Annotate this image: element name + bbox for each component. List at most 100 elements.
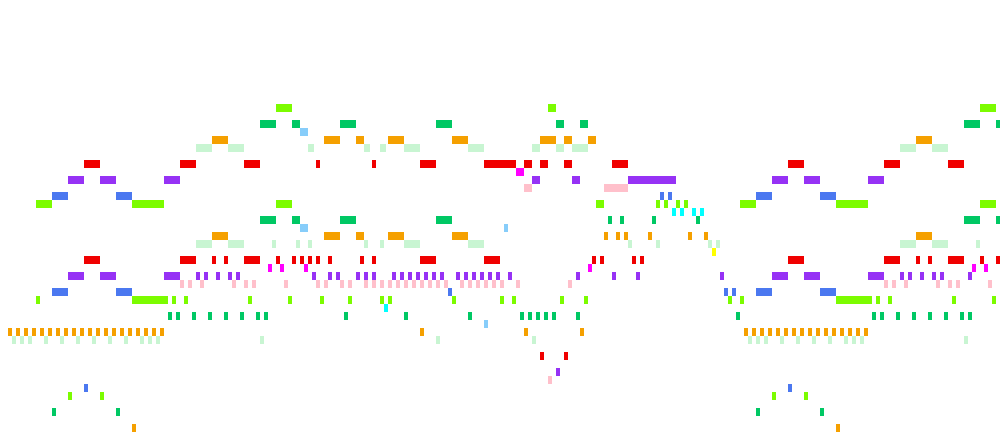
note-block [712,248,716,256]
note-block [228,272,232,280]
note-block [804,392,808,400]
note-block [388,296,392,304]
note-block [288,296,292,304]
note-block [632,256,636,264]
note-block [716,240,720,248]
note-block [316,160,320,168]
note-block [980,256,984,264]
note-block [192,312,196,320]
note-block [948,160,964,168]
note-block [196,240,212,248]
note-block [380,296,384,304]
note-block [500,296,504,304]
note-block [988,280,992,288]
note-block [764,336,768,344]
note-block [548,376,552,384]
note-block [148,336,152,344]
note-block [960,312,964,320]
note-block [980,200,996,208]
note-block [44,336,48,344]
note-block [756,192,772,200]
note-block [920,272,924,280]
note-block [280,264,284,272]
note-block [172,296,176,304]
note-block [96,328,100,336]
note-block [324,280,328,288]
note-block [468,144,484,152]
note-block [552,312,556,320]
note-block [756,336,760,344]
note-block [628,176,676,184]
note-block [476,280,480,288]
note-block [224,256,228,264]
note-block [608,216,612,224]
note-block [416,272,420,280]
note-block [504,224,508,232]
note-block [776,328,780,336]
note-block [900,144,916,152]
note-block [928,312,932,320]
note-block [500,280,504,288]
note-block [916,256,920,264]
note-block [876,296,880,304]
note-block [100,272,116,280]
note-block [756,408,760,416]
note-block [880,312,884,320]
note-block [788,384,792,392]
note-block [56,328,60,336]
note-block [820,288,836,296]
note-block [212,256,216,264]
note-block [848,328,852,336]
note-block [308,256,312,264]
note-block [228,144,244,152]
note-block [372,280,376,288]
note-block [300,256,304,264]
note-block [932,240,948,248]
note-block [324,232,340,240]
note-block [84,384,88,392]
note-block [536,312,540,320]
note-block [768,328,772,336]
note-block [868,272,884,280]
note-block [996,216,1000,224]
note-block [388,280,392,288]
note-block [684,200,688,208]
note-block [484,256,500,264]
note-block [948,280,952,288]
note-block [564,352,568,360]
note-block [996,120,1000,128]
note-block [20,336,24,344]
note-block [72,328,76,336]
note-block [436,216,452,224]
note-block [556,368,560,376]
note-block [980,104,996,112]
note-block [448,288,452,296]
note-block [116,288,132,296]
note-block [128,328,132,336]
note-block [116,192,132,200]
note-block [804,272,820,280]
note-block [636,272,640,280]
note-block [720,272,724,280]
note-block [28,336,32,344]
note-block [964,120,980,128]
note-block [468,240,484,248]
note-block [180,280,184,288]
note-block [152,328,156,336]
note-block [836,296,872,304]
note-block [40,328,44,336]
note-block [164,272,180,280]
note-block [616,232,620,240]
note-block [404,240,420,248]
note-block [52,288,68,296]
note-block [656,200,660,208]
note-block [908,272,912,280]
note-block [380,144,386,152]
note-block [836,424,840,432]
note-block [32,328,36,336]
note-block [84,256,100,264]
note-block [952,296,956,304]
note-block [176,312,180,320]
note-block [804,176,820,184]
note-block [900,240,916,248]
